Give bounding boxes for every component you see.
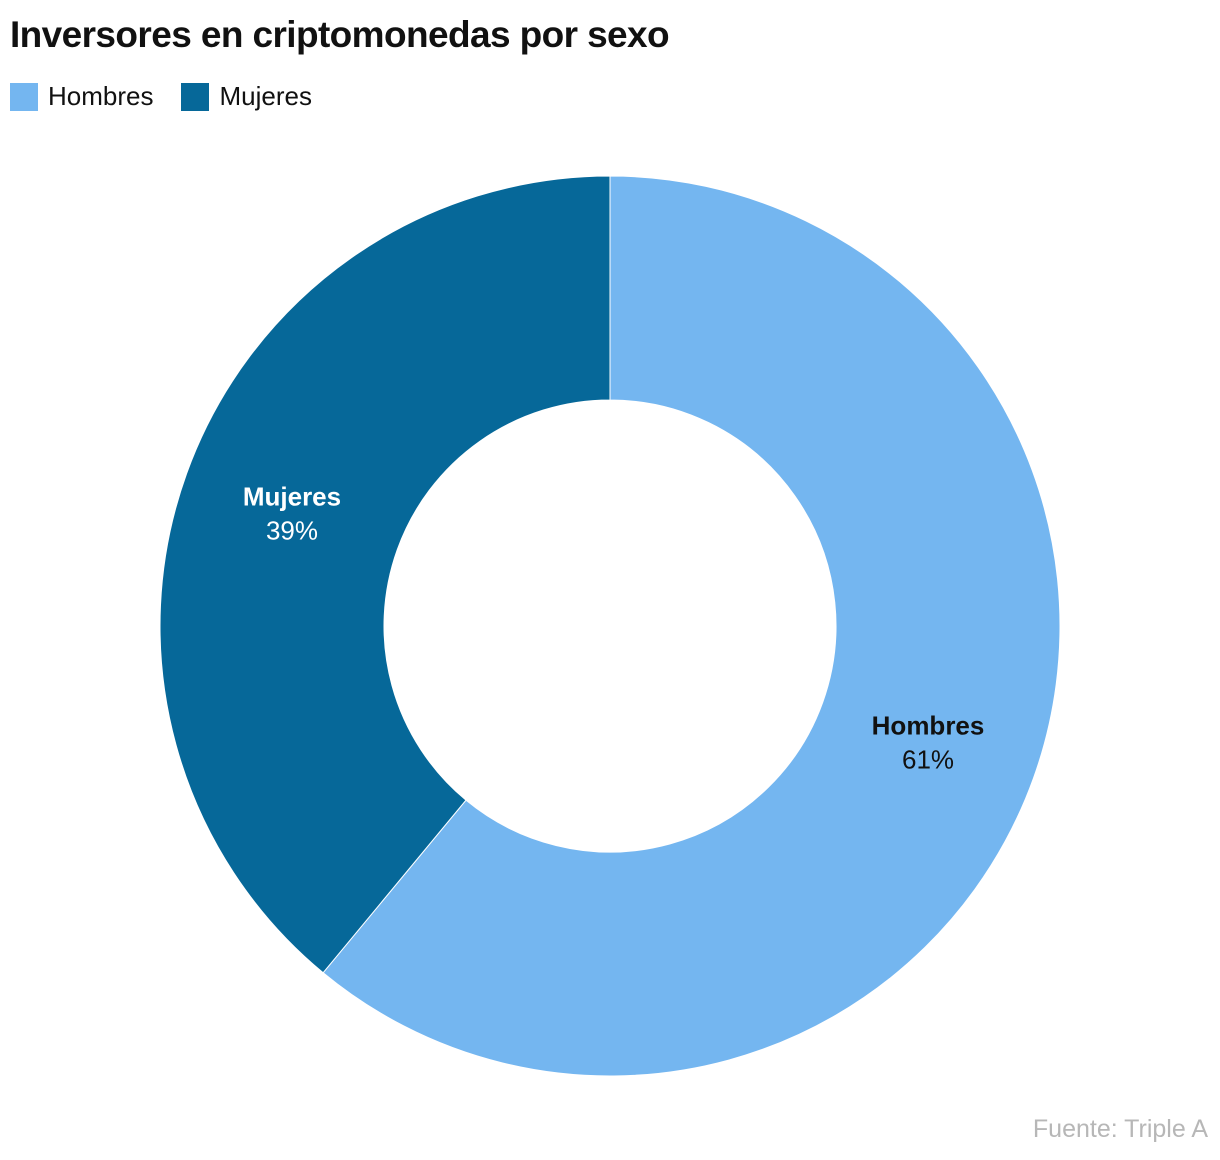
slice-label-mujeres: Mujeres <box>243 482 341 512</box>
legend-item-hombres: Hombres <box>10 81 153 112</box>
donut-slices <box>159 175 1061 1077</box>
slice-label-hombres: Hombres <box>872 710 985 740</box>
legend-swatch-mujeres <box>181 82 210 111</box>
legend-item-mujeres: Mujeres <box>181 81 312 112</box>
slice-hombres <box>322 175 1061 1077</box>
legend-swatch-hombres <box>10 82 38 111</box>
legend: Hombres Mujeres <box>10 81 340 112</box>
slice-labels: Hombres 61% Mujeres 39% <box>243 482 985 775</box>
slice-value-mujeres: 39% <box>266 516 318 546</box>
legend-label-hombres: Hombres <box>48 81 154 111</box>
source-note: Fuente: Triple A <box>1032 1115 1208 1143</box>
legend-label-mujeres: Mujeres <box>219 81 312 111</box>
slice-mujeres <box>159 175 611 974</box>
chart-title: Inversores en criptomonedas por sexo <box>10 14 670 55</box>
slice-value-hombres: 61% <box>902 744 954 774</box>
